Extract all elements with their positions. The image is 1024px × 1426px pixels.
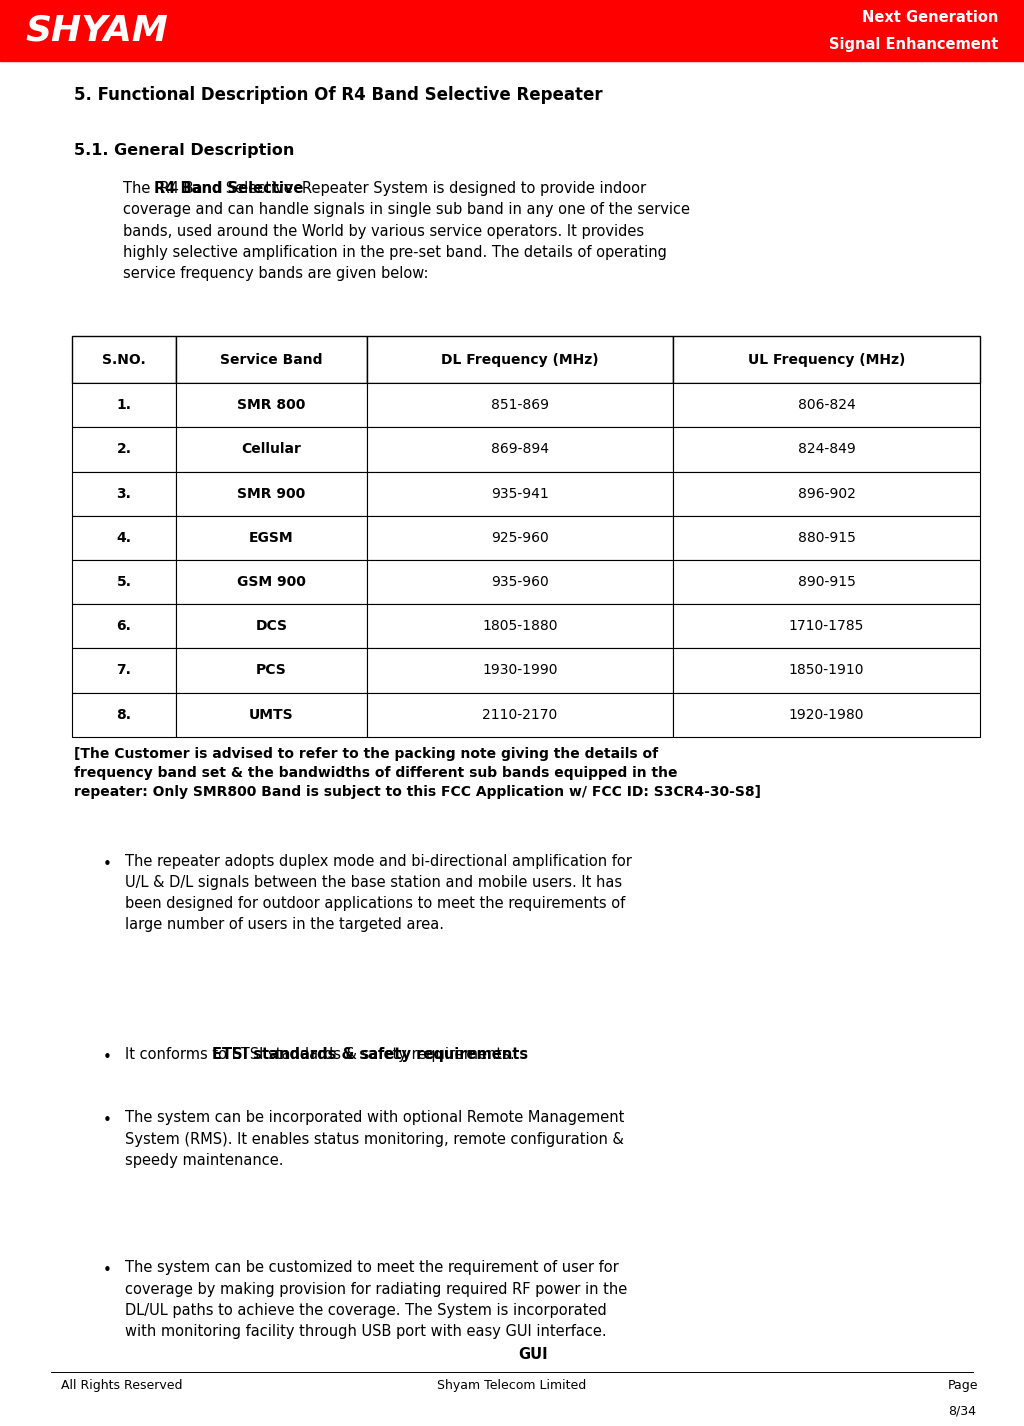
Text: It conforms to ETSI standards & safety requirements.: It conforms to ETSI standards & safety r… — [125, 1047, 514, 1062]
Text: 3.: 3. — [117, 486, 131, 501]
Text: 935-960: 935-960 — [492, 575, 549, 589]
Text: Shyam Telecom Limited: Shyam Telecom Limited — [437, 1379, 587, 1392]
Text: 5. Functional Description Of R4 Band Selective Repeater: 5. Functional Description Of R4 Band Sel… — [74, 86, 602, 104]
Bar — [367, 649, 673, 693]
Text: The  R4 Band Selective  Repeater System is designed to provide indoor
coverage a: The R4 Band Selective Repeater System is… — [123, 181, 690, 281]
Bar — [72, 605, 176, 649]
Text: SMR 800: SMR 800 — [238, 398, 306, 412]
Text: •: • — [102, 857, 112, 871]
Text: All Rights Reserved: All Rights Reserved — [61, 1379, 183, 1392]
Text: 824-849: 824-849 — [798, 442, 855, 456]
Text: ETSI standards & safety requirements: ETSI standards & safety requirements — [212, 1047, 528, 1062]
Bar — [367, 605, 673, 649]
Bar — [367, 428, 673, 472]
Bar — [673, 428, 980, 472]
Bar — [673, 693, 980, 737]
Text: 1.: 1. — [117, 398, 131, 412]
Text: •: • — [102, 1050, 112, 1065]
Text: 4.: 4. — [117, 530, 131, 545]
Bar — [367, 693, 673, 737]
Text: 935-941: 935-941 — [492, 486, 549, 501]
Bar — [673, 516, 980, 560]
Text: The system can be customized to meet the requirement of user for
coverage by mak: The system can be customized to meet the… — [125, 1261, 627, 1339]
Bar — [176, 605, 367, 649]
Bar — [72, 649, 176, 693]
Text: 1930-1990: 1930-1990 — [482, 663, 558, 677]
Bar — [72, 560, 176, 605]
Text: •: • — [102, 1263, 112, 1278]
Bar — [176, 337, 367, 384]
Text: 5.: 5. — [117, 575, 131, 589]
Text: 2110-2170: 2110-2170 — [482, 707, 557, 722]
Text: R4 Band Selective: R4 Band Selective — [154, 181, 303, 197]
Text: [The Customer is advised to refer to the packing note giving the details of
freq: [The Customer is advised to refer to the… — [74, 747, 761, 799]
Text: 806-824: 806-824 — [798, 398, 855, 412]
Text: DL Frequency (MHz): DL Frequency (MHz) — [441, 352, 599, 366]
Text: The system can be incorporated with optional Remote Management
System (RMS). It : The system can be incorporated with opti… — [125, 1111, 625, 1168]
Text: •: • — [102, 1114, 112, 1128]
Bar — [673, 472, 980, 516]
Text: 5.1. General Description: 5.1. General Description — [74, 143, 294, 158]
Text: 1805-1880: 1805-1880 — [482, 619, 558, 633]
Bar — [72, 693, 176, 737]
Bar — [673, 649, 980, 693]
Text: SMR 900: SMR 900 — [238, 486, 305, 501]
Text: 869-894: 869-894 — [490, 442, 549, 456]
Text: Next Generation: Next Generation — [862, 10, 998, 24]
Bar — [673, 337, 980, 384]
Text: 890-915: 890-915 — [798, 575, 855, 589]
Text: 896-902: 896-902 — [798, 486, 855, 501]
Bar — [367, 516, 673, 560]
Bar — [673, 560, 980, 605]
Bar — [176, 428, 367, 472]
Bar — [176, 472, 367, 516]
Text: GSM 900: GSM 900 — [238, 575, 306, 589]
Bar — [367, 472, 673, 516]
Text: 880-915: 880-915 — [798, 530, 855, 545]
Text: 851-869: 851-869 — [490, 398, 549, 412]
Text: 8.: 8. — [117, 707, 131, 722]
Text: SHYAM: SHYAM — [26, 14, 169, 47]
Text: UL Frequency (MHz): UL Frequency (MHz) — [748, 352, 905, 366]
Text: Signal Enhancement: Signal Enhancement — [829, 37, 998, 53]
Text: 925-960: 925-960 — [492, 530, 549, 545]
Bar — [367, 337, 673, 384]
Text: 8/34: 8/34 — [948, 1405, 977, 1417]
Bar — [72, 384, 176, 428]
Bar — [72, 516, 176, 560]
Bar — [176, 516, 367, 560]
Text: 1920-1980: 1920-1980 — [788, 707, 864, 722]
Bar — [0, 0, 1024, 61]
Bar — [176, 649, 367, 693]
Text: 7.: 7. — [117, 663, 131, 677]
Text: Service Band: Service Band — [220, 352, 323, 366]
Text: UMTS: UMTS — [249, 707, 294, 722]
Text: The repeater adopts duplex mode and bi-directional amplification for
U/L & D/L s: The repeater adopts duplex mode and bi-d… — [125, 854, 632, 933]
Bar — [72, 428, 176, 472]
Text: 1710-1785: 1710-1785 — [788, 619, 864, 633]
Bar — [176, 693, 367, 737]
Bar — [367, 560, 673, 605]
Text: 2.: 2. — [117, 442, 131, 456]
Bar — [367, 384, 673, 428]
Bar — [176, 384, 367, 428]
Bar — [72, 337, 176, 384]
Text: EGSM: EGSM — [249, 530, 294, 545]
Text: PCS: PCS — [256, 663, 287, 677]
Text: GUI: GUI — [518, 1348, 548, 1362]
Bar — [673, 384, 980, 428]
Text: DCS: DCS — [256, 619, 288, 633]
Text: S.NO.: S.NO. — [102, 352, 145, 366]
Bar — [72, 472, 176, 516]
Bar — [176, 560, 367, 605]
Text: 6.: 6. — [117, 619, 131, 633]
Text: Cellular: Cellular — [242, 442, 301, 456]
Text: 1850-1910: 1850-1910 — [788, 663, 864, 677]
Text: Page: Page — [947, 1379, 978, 1392]
Bar — [673, 605, 980, 649]
